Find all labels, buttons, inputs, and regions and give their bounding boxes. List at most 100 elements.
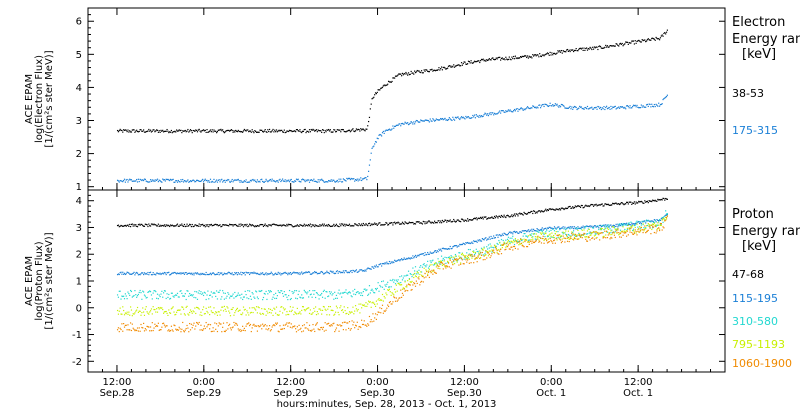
data-point xyxy=(167,130,169,132)
data-point xyxy=(401,221,404,223)
data-point xyxy=(117,131,120,133)
data-point xyxy=(337,181,339,183)
data-point xyxy=(415,71,417,73)
data-point xyxy=(533,55,535,57)
data-point xyxy=(453,257,456,259)
data-point xyxy=(587,225,589,228)
data-point xyxy=(629,201,631,203)
data-point xyxy=(367,170,370,172)
data-point xyxy=(436,69,438,71)
data-point xyxy=(418,70,420,72)
data-point xyxy=(408,278,411,280)
data-point xyxy=(592,226,595,228)
data-point xyxy=(392,261,394,263)
data-point xyxy=(520,107,523,109)
data-point xyxy=(344,131,346,133)
data-point xyxy=(582,207,584,209)
data-point xyxy=(597,48,599,51)
data-point xyxy=(334,330,336,333)
data-point xyxy=(271,272,273,275)
data-point xyxy=(496,113,498,115)
data-point xyxy=(271,223,273,226)
data-point xyxy=(486,218,488,220)
data-point xyxy=(215,290,218,292)
data-point xyxy=(256,296,259,298)
data-point xyxy=(521,230,523,232)
data-point xyxy=(531,107,533,109)
data-point xyxy=(563,105,565,107)
data-point xyxy=(529,233,531,236)
data-point xyxy=(204,178,206,180)
data-point xyxy=(604,226,606,228)
data-point xyxy=(477,60,479,62)
data-point xyxy=(306,271,308,274)
data-point xyxy=(533,54,536,56)
data-point xyxy=(326,270,328,272)
data-point xyxy=(539,232,542,234)
data-point xyxy=(391,128,393,130)
data-point xyxy=(480,217,483,220)
data-point xyxy=(250,330,252,333)
data-point xyxy=(465,219,467,221)
data-point xyxy=(289,272,292,274)
data-point xyxy=(215,312,218,314)
data-point xyxy=(224,181,226,183)
data-point xyxy=(364,177,366,179)
data-point xyxy=(135,310,137,312)
data-point xyxy=(389,301,391,303)
data-point xyxy=(572,233,575,235)
data-point xyxy=(528,243,530,245)
data-point xyxy=(298,312,300,314)
data-point xyxy=(235,322,237,324)
data-point xyxy=(432,252,434,254)
data-point xyxy=(665,210,667,212)
data-point xyxy=(506,59,509,61)
data-point xyxy=(347,322,349,324)
data-point xyxy=(270,290,272,293)
data-point xyxy=(428,220,430,222)
data-point xyxy=(341,292,344,294)
data-point xyxy=(265,290,267,293)
data-point xyxy=(573,105,576,108)
data-point xyxy=(234,312,236,314)
data-point xyxy=(123,129,125,131)
data-point xyxy=(551,236,553,238)
data-point xyxy=(637,221,639,223)
data-point xyxy=(162,225,165,227)
data-point xyxy=(117,313,120,315)
data-point xyxy=(257,298,259,300)
data-point xyxy=(365,223,367,225)
data-point xyxy=(441,264,444,266)
data-point xyxy=(400,281,402,284)
data-point xyxy=(464,256,466,258)
data-point xyxy=(143,225,146,227)
data-point xyxy=(513,58,516,60)
data-point xyxy=(330,131,332,133)
data-point xyxy=(597,233,599,235)
data-point xyxy=(350,177,352,180)
data-point xyxy=(514,247,516,250)
data-point xyxy=(422,72,424,74)
data-point xyxy=(453,263,456,265)
data-point xyxy=(240,223,242,225)
data-point xyxy=(214,181,216,183)
data-point xyxy=(360,177,362,179)
data-point xyxy=(602,205,604,207)
data-point xyxy=(572,234,574,236)
data-point xyxy=(213,291,215,294)
data-point xyxy=(560,242,563,244)
data-point xyxy=(341,223,344,225)
data-point xyxy=(619,43,621,45)
data-point xyxy=(287,225,289,227)
data-point xyxy=(209,306,212,308)
data-point xyxy=(315,306,317,308)
data-point xyxy=(498,249,500,251)
data-point xyxy=(228,324,230,327)
data-point xyxy=(240,297,242,299)
data-point xyxy=(447,118,450,121)
data-point xyxy=(122,131,124,133)
data-point xyxy=(238,130,240,133)
data-point xyxy=(643,227,645,229)
data-point xyxy=(604,230,606,232)
data-point xyxy=(137,178,140,180)
